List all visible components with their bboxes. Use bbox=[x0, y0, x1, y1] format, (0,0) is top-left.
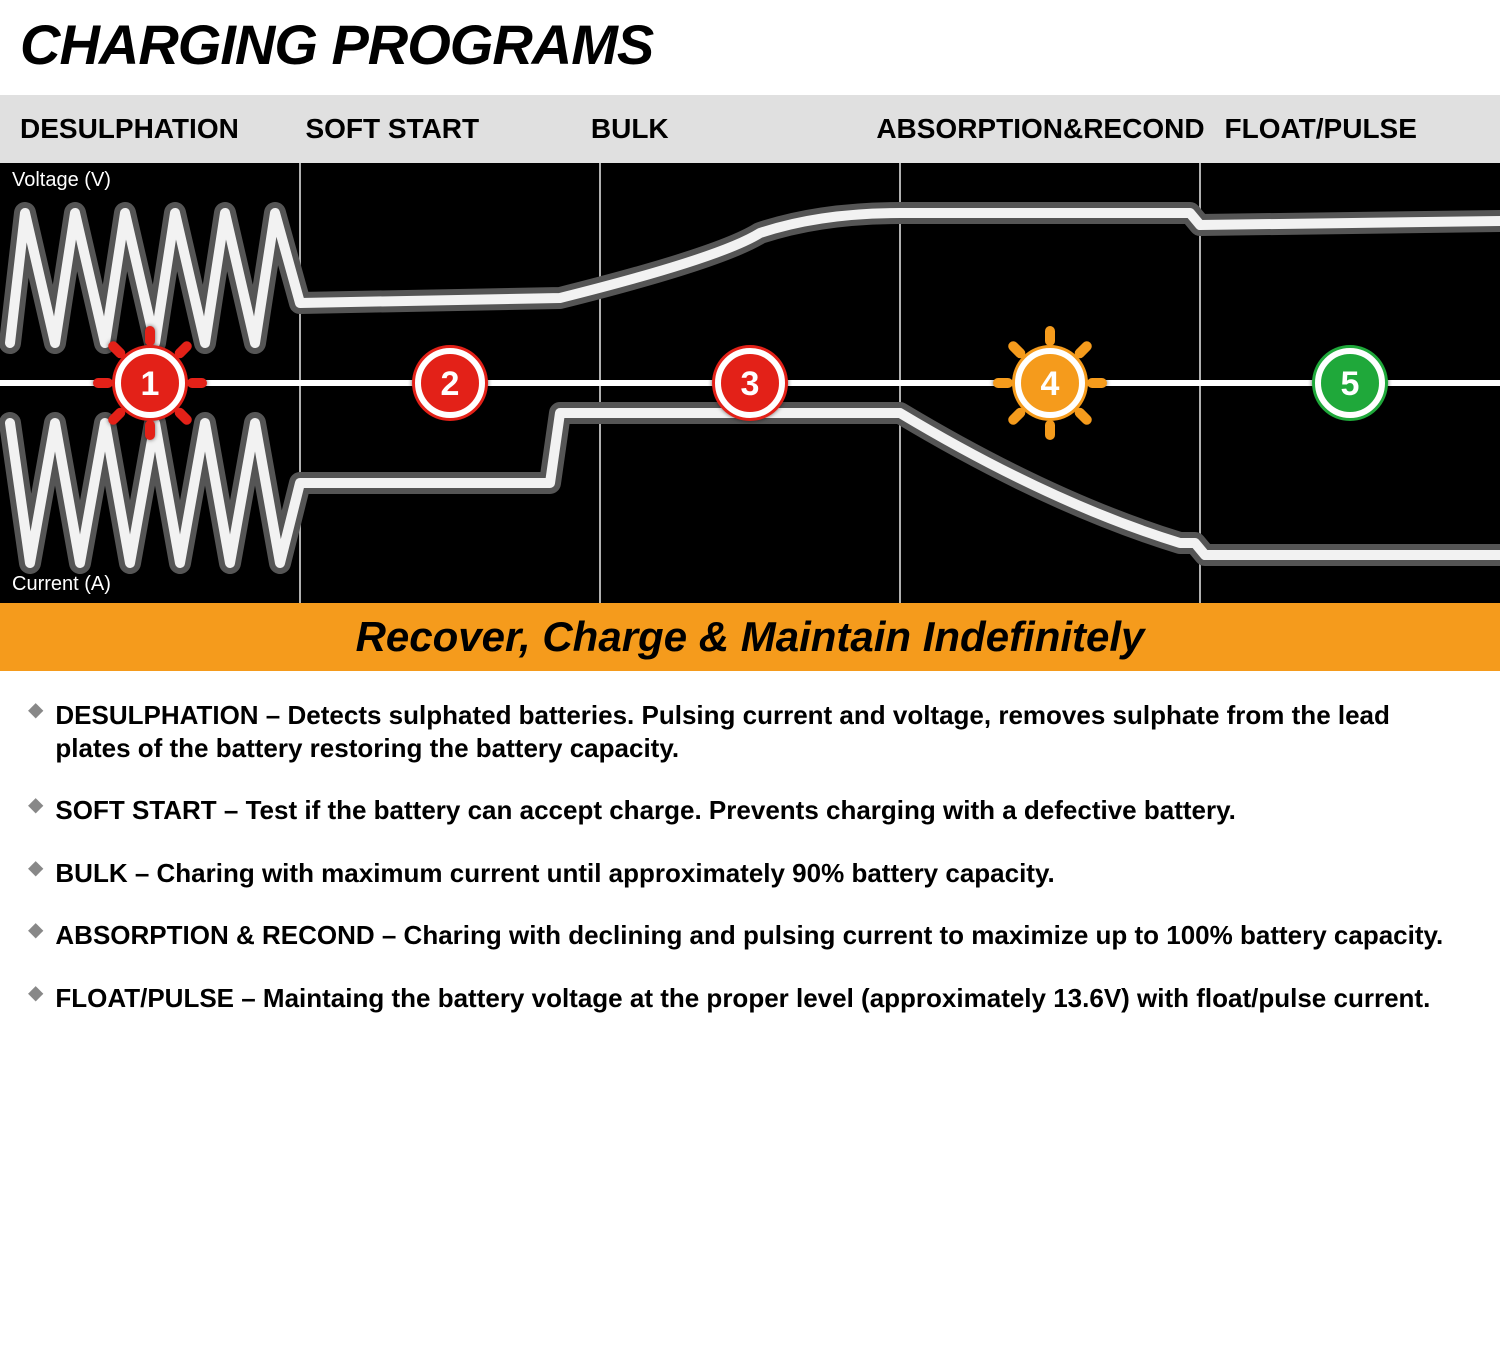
page-title: CHARGING PROGRAMS bbox=[0, 0, 1500, 95]
phase-header-cell: DESULPHATION bbox=[0, 95, 295, 163]
bullet-icon: ◆ bbox=[28, 794, 43, 827]
description-term: DESULPHATION – bbox=[55, 700, 287, 730]
bullet-icon: ◆ bbox=[28, 699, 43, 764]
svg-text:4: 4 bbox=[1041, 365, 1060, 403]
tagline-band: Recover, Charge & Maintain Indefinitely bbox=[0, 603, 1500, 671]
description-body: Charing with maximum current until appro… bbox=[157, 858, 1055, 888]
phase-header-cell: FLOAT/PULSE bbox=[1215, 95, 1500, 163]
description-text: DESULPHATION – Detects sulphated batteri… bbox=[55, 699, 1472, 764]
chart-area: Voltage (V) Current (A) 12345 bbox=[0, 163, 1500, 603]
description-body: Charing with declining and pulsing curre… bbox=[404, 920, 1444, 950]
description-term: BULK – bbox=[55, 858, 156, 888]
description-item: ◆ BULK – Charing with maximum current unt… bbox=[28, 857, 1472, 890]
phase-header-cell: BULK bbox=[581, 95, 866, 163]
description-list: ◆DESULPHATION – Detects sulphated batter… bbox=[0, 671, 1500, 1064]
description-text: SOFT START – Test if the battery can acc… bbox=[55, 794, 1235, 827]
chart-wrap: Voltage (V) Current (A) 12345 bbox=[0, 163, 1500, 603]
phase-header-cell: ABSORPTION&RECOND bbox=[866, 95, 1214, 163]
description-text: FLOAT/PULSE – Maintaing the battery volt… bbox=[55, 982, 1430, 1015]
description-item: ◆DESULPHATION – Detects sulphated batter… bbox=[28, 699, 1472, 764]
svg-text:2: 2 bbox=[441, 365, 460, 403]
bullet-icon: ◆ bbox=[28, 919, 43, 952]
phase-header-row: DESULPHATIONSOFT STARTBULKABSORPTION&REC… bbox=[0, 95, 1500, 163]
description-term: FLOAT/PULSE – bbox=[55, 983, 263, 1013]
description-term: ABSORPTION & RECOND – bbox=[55, 920, 403, 950]
phase-badge: 3 bbox=[712, 345, 788, 421]
svg-text:1: 1 bbox=[141, 365, 160, 403]
description-item: ◆ SOFT START – Test if the battery can ac… bbox=[28, 794, 1472, 827]
description-item: ◆ ABSORPTION & RECOND – Charing with decl… bbox=[28, 919, 1472, 952]
svg-text:3: 3 bbox=[741, 365, 760, 403]
phase-badge: 5 bbox=[1312, 345, 1388, 421]
bullet-icon: ◆ bbox=[28, 857, 43, 890]
description-body: Test if the battery can accept charge. P… bbox=[246, 795, 1236, 825]
phase-badge: 1 bbox=[98, 331, 202, 435]
phase-header-cell: SOFT START bbox=[295, 95, 580, 163]
bullet-icon: ◆ bbox=[28, 982, 43, 1015]
description-text: BULK – Charing with maximum current unti… bbox=[55, 857, 1054, 890]
description-item: ◆ FLOAT/PULSE – Maintaing the battery vol… bbox=[28, 982, 1472, 1015]
phase-badge: 2 bbox=[412, 345, 488, 421]
svg-text:5: 5 bbox=[1341, 365, 1360, 403]
phase-badge: 4 bbox=[998, 331, 1102, 435]
description-term: SOFT START – bbox=[55, 795, 245, 825]
description-body: Maintaing the battery voltage at the pro… bbox=[263, 983, 1430, 1013]
chart-svg: 1 2 3 4 5 bbox=[0, 163, 1500, 603]
description-text: ABSORPTION & RECOND – Charing with decli… bbox=[55, 919, 1443, 952]
